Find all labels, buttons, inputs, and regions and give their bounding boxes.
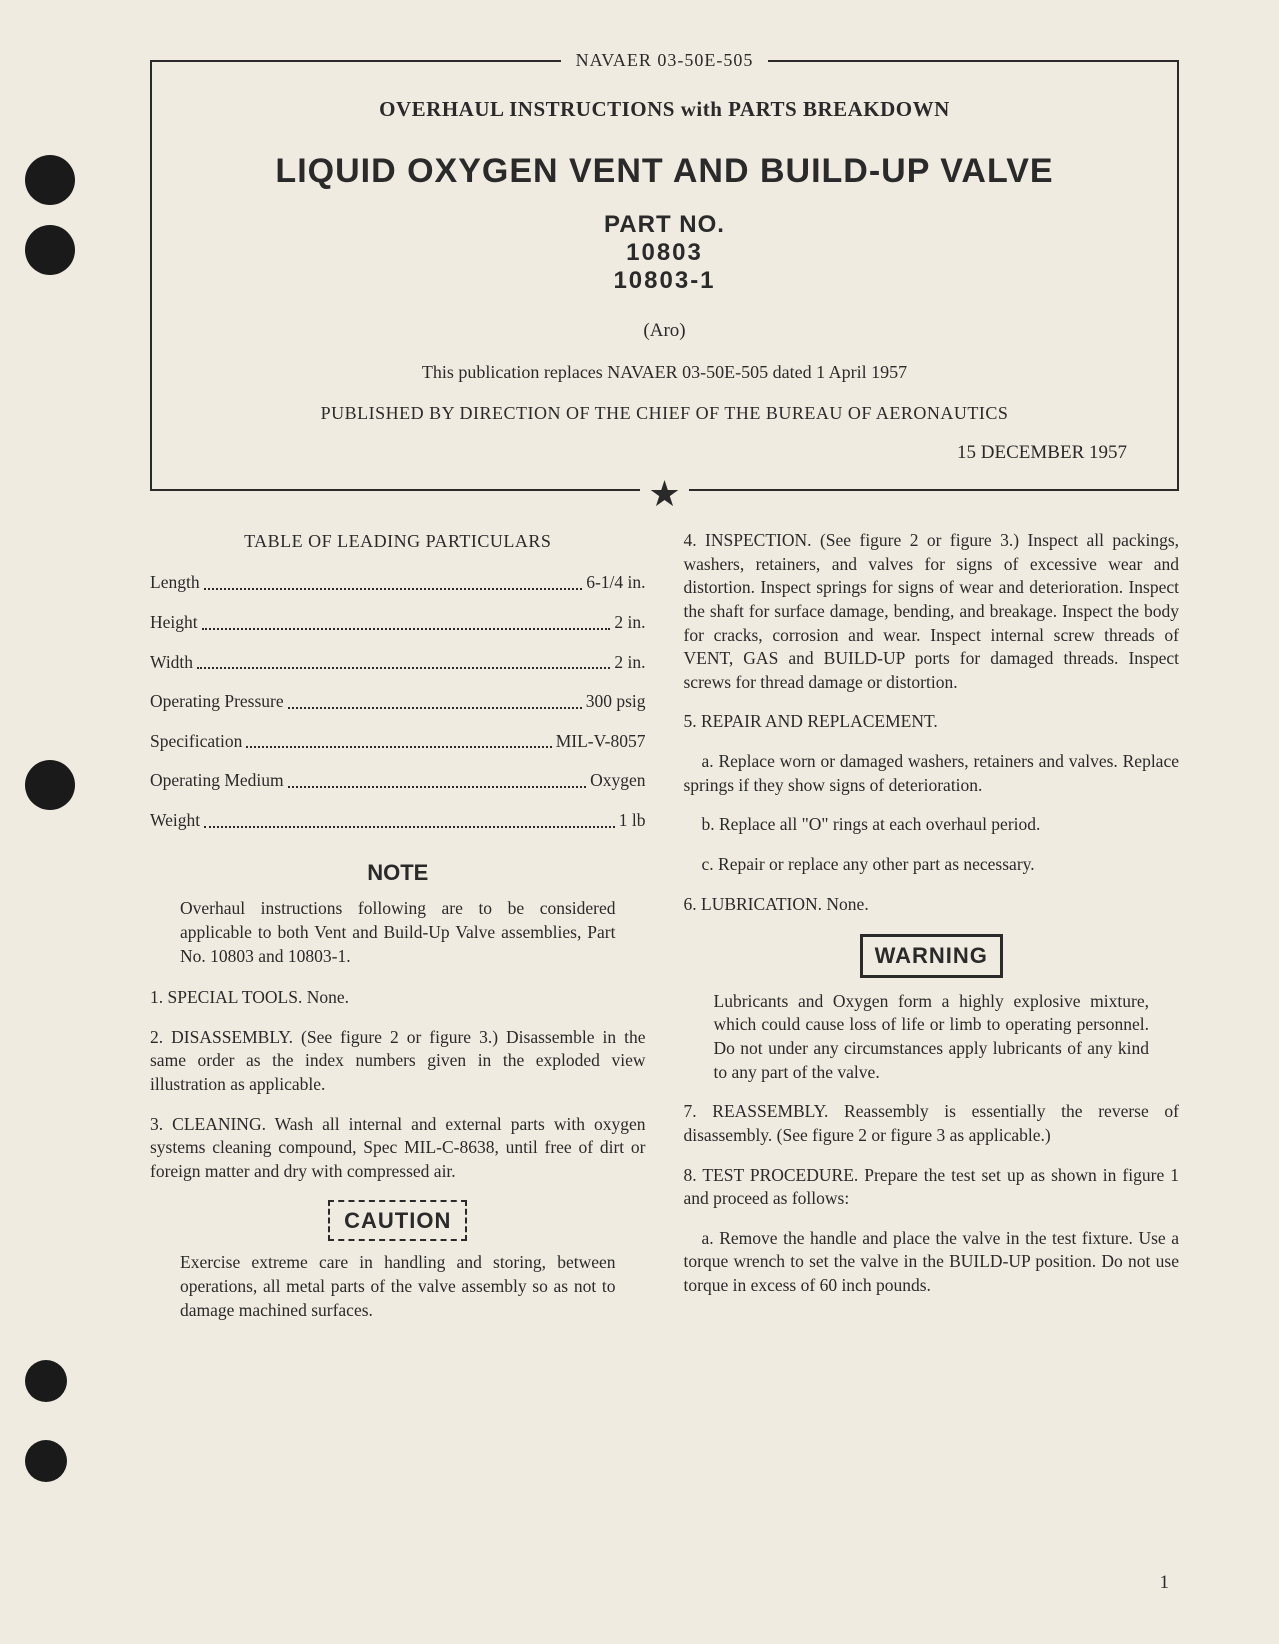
part-number: 10803: [202, 239, 1127, 267]
section-7: 7. REASSEMBLY. Reassembly is essentially…: [684, 1100, 1180, 1147]
leader-dots: [204, 809, 615, 828]
particulars-label: Weight: [150, 809, 200, 833]
subtitle: OVERHAUL INSTRUCTIONS with PARTS BREAKDO…: [202, 97, 1127, 122]
document-page: NAVAER 03-50E-505 OVERHAUL INSTRUCTIONS …: [0, 0, 1279, 1644]
page-number: 1: [1160, 1572, 1170, 1594]
caution-block: CAUTION: [150, 1200, 646, 1242]
main-title: LIQUID OXYGEN VENT AND BUILD-UP VALVE: [202, 152, 1127, 191]
section-5a: a. Replace worn or damaged washers, reta…: [684, 750, 1180, 797]
particulars-row: Operating Medium Oxygen: [150, 769, 646, 793]
section-8a: a. Remove the handle and place the valve…: [684, 1227, 1180, 1298]
particulars-row: Width 2 in.: [150, 651, 646, 675]
particulars-heading: TABLE OF LEADING PARTICULARS: [150, 529, 646, 553]
caution-body: Exercise extreme care in handling and st…: [180, 1251, 616, 1322]
particulars-value: 1 lb: [619, 809, 646, 833]
caution-label: CAUTION: [328, 1200, 467, 1242]
publication-date: 15 DECEMBER 1957: [202, 442, 1127, 464]
particulars-label: Width: [150, 651, 193, 675]
particulars-label: Specification: [150, 730, 242, 754]
leader-dots: [246, 730, 551, 749]
particulars-label: Height: [150, 611, 198, 635]
warning-block: WARNING: [684, 934, 1180, 978]
warning-label: WARNING: [860, 934, 1003, 978]
body-columns: TABLE OF LEADING PARTICULARS Length 6-1/…: [150, 529, 1179, 1338]
particulars-value: 2 in.: [614, 611, 645, 635]
particulars-row: Length 6-1/4 in.: [150, 571, 646, 595]
left-column: TABLE OF LEADING PARTICULARS Length 6-1/…: [150, 529, 646, 1338]
section-8: 8. TEST PROCEDURE. Prepare the test set …: [684, 1164, 1180, 1211]
note-body: Overhaul instructions following are to b…: [180, 897, 616, 968]
particulars-row: Weight 1 lb: [150, 809, 646, 833]
title-block: NAVAER 03-50E-505 OVERHAUL INSTRUCTIONS …: [150, 60, 1179, 491]
warning-body: Lubricants and Oxygen form a highly expl…: [714, 990, 1150, 1085]
section-1: 1. SPECIAL TOOLS. None.: [150, 986, 646, 1010]
particulars-value: MIL-V-8057: [556, 730, 646, 754]
section-4: 4. INSPECTION. (See figure 2 or figure 3…: [684, 529, 1180, 694]
section-5: 5. REPAIR AND REPLACEMENT.: [684, 710, 1180, 734]
particulars-value: 300 psig: [586, 690, 646, 714]
leader-dots: [204, 571, 583, 590]
note-heading: NOTE: [150, 858, 646, 888]
section-5c: c. Repair or replace any other part as n…: [684, 853, 1180, 877]
replaces-note: This publication replaces NAVAER 03-50E-…: [202, 362, 1127, 383]
manufacturer: (Aro): [202, 320, 1127, 342]
particulars-row: Height 2 in.: [150, 611, 646, 635]
particulars-value: Oxygen: [590, 769, 645, 793]
leader-dots: [197, 651, 610, 670]
leader-dots: [202, 611, 611, 630]
part-number: 10803-1: [202, 267, 1127, 295]
particulars-label: Operating Medium: [150, 769, 284, 793]
section-3: 3. CLEANING. Wash all internal and exter…: [150, 1113, 646, 1184]
part-no-label: PART NO.: [202, 211, 1127, 239]
particulars-row: Operating Pressure 300 psig: [150, 690, 646, 714]
document-id: NAVAER 03-50E-505: [561, 50, 769, 70]
section-2: 2. DISASSEMBLY. (See figure 2 or figure …: [150, 1026, 646, 1097]
section-5b: b. Replace all "O" rings at each overhau…: [684, 813, 1180, 837]
section-6: 6. LUBRICATION. None.: [684, 893, 1180, 917]
particulars-value: 6-1/4 in.: [586, 571, 645, 595]
right-column: 4. INSPECTION. (See figure 2 or figure 3…: [684, 529, 1180, 1338]
leader-dots: [288, 690, 582, 709]
publisher: PUBLISHED BY DIRECTION OF THE CHIEF OF T…: [202, 403, 1127, 424]
particulars-label: Length: [150, 571, 200, 595]
leader-dots: [288, 769, 586, 788]
particulars-label: Operating Pressure: [150, 690, 284, 714]
star-icon: ★: [640, 474, 688, 514]
particulars-value: 2 in.: [614, 651, 645, 675]
particulars-row: Specification MIL-V-8057: [150, 730, 646, 754]
